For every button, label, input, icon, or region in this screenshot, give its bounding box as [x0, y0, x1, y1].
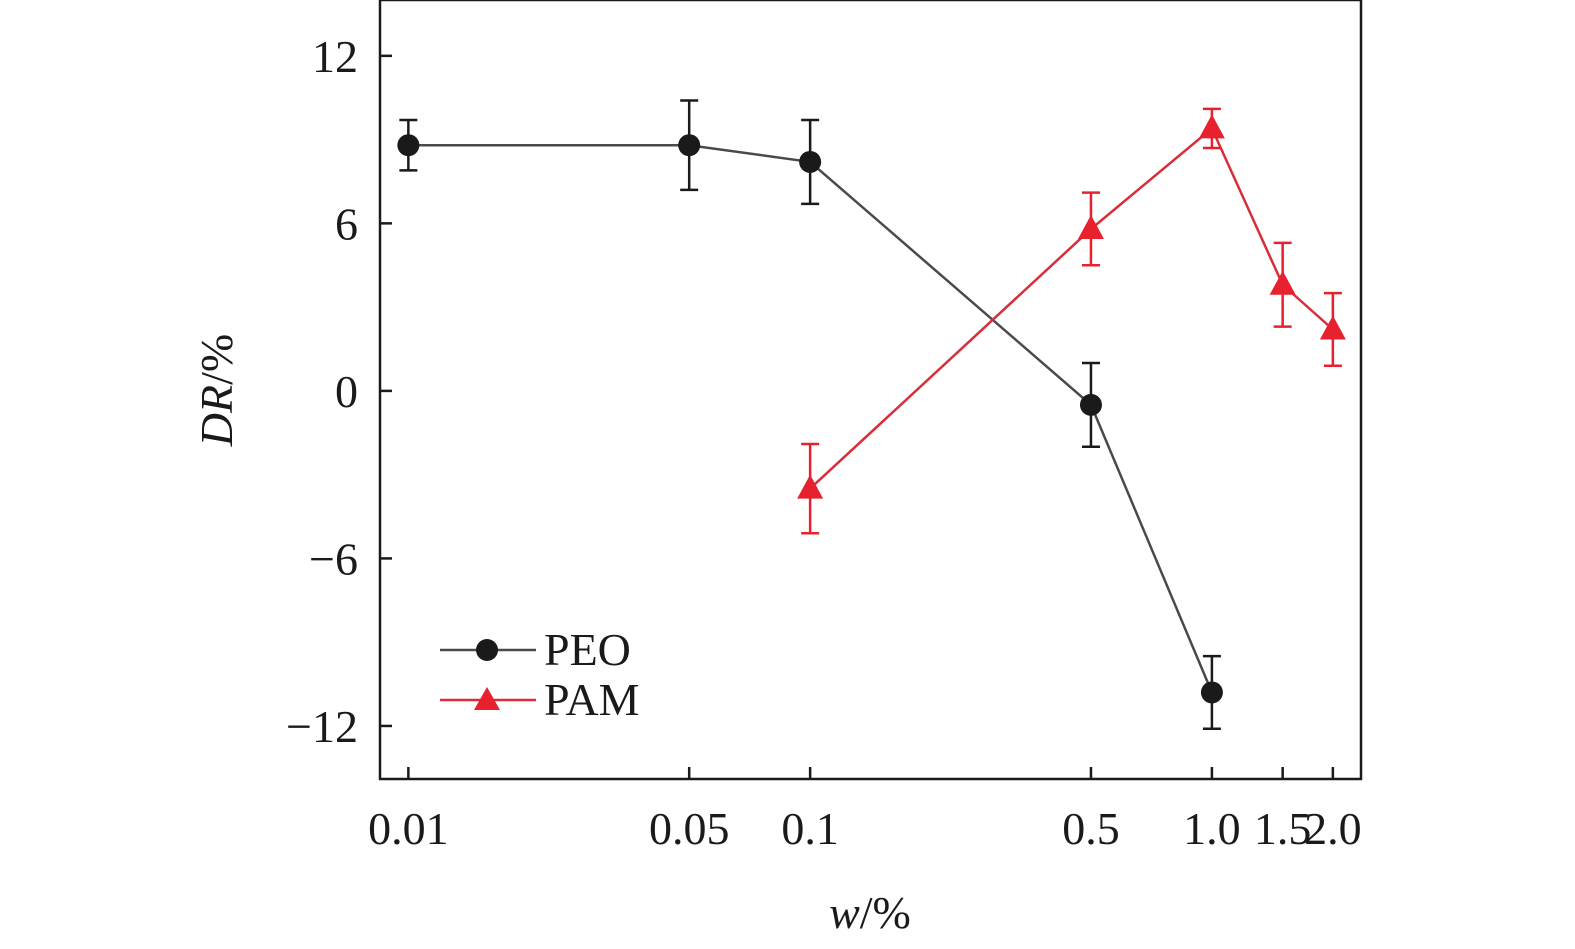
x-tick-label-0.1: 0.1 [781, 803, 839, 854]
x-tick-label-0.5: 0.5 [1062, 803, 1120, 854]
y-tick-label-0: 0 [335, 366, 358, 417]
series-peo [397, 99, 1223, 730]
peo-point [397, 134, 420, 157]
x-tick-label-0.01: 0.01 [368, 803, 449, 854]
pam-point [1077, 214, 1104, 239]
pam-point [1198, 114, 1225, 139]
x-tick-label-0.05: 0.05 [649, 803, 730, 854]
pam-point [1319, 315, 1346, 340]
peo-point [678, 134, 701, 157]
series-layer [397, 99, 1346, 730]
x-axis: 0.01 0.05 0.1 0.5 1.0 1.52.0 [368, 767, 1362, 854]
legend-pam-label: PAM [544, 674, 639, 725]
y-tick-label-6: 6 [335, 198, 358, 249]
peo-point [799, 150, 822, 173]
plot-frame [378, 0, 1363, 781]
legend-peo-label: PEO [544, 624, 631, 675]
pam-line [809, 126, 1334, 490]
peo-point [1200, 681, 1223, 704]
series-pam [797, 107, 1346, 535]
y-axis: 12 6 0 −6 −12 [286, 31, 392, 752]
y-tick-label--6: −6 [309, 533, 358, 584]
legend-pam-marker [474, 687, 500, 710]
pam-point [1269, 270, 1296, 295]
x-tick-label-1.5: 1.5 [1254, 803, 1312, 854]
y-tick-label--12: −12 [286, 701, 358, 752]
y-axis-title: DR/% [191, 334, 242, 447]
peo-point [1079, 393, 1102, 416]
legend: PEO PAM [440, 624, 639, 725]
x-tick-label-2.0: 2.0 [1304, 803, 1362, 854]
x-axis-title: w/% [829, 887, 911, 938]
pam-point [797, 474, 824, 499]
y-tick-label-12: 12 [312, 31, 358, 82]
legend-peo-marker [476, 639, 498, 661]
x-tick-label-1.0: 1.0 [1183, 803, 1241, 854]
